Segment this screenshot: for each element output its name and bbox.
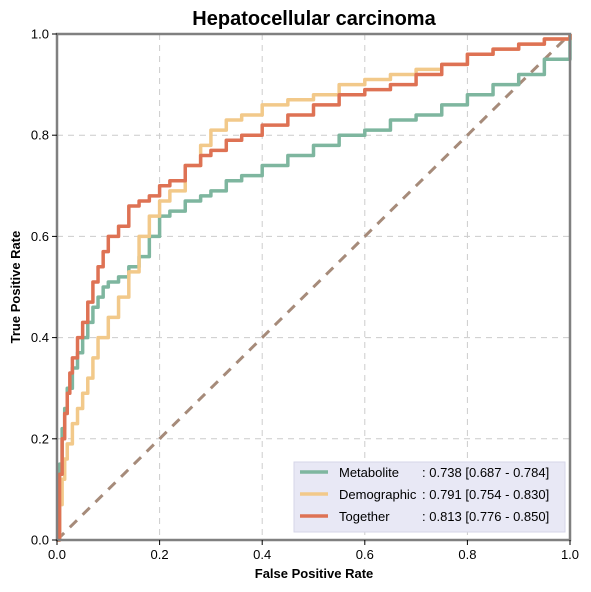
legend-value-demographic: : 0.791 [0.754 - 0.830] <box>422 487 549 502</box>
y-tick-label-2: 0.4 <box>31 330 49 345</box>
x-tick-label-0: 0.0 <box>48 547 66 562</box>
legend-value-metabolite: : 0.738 [0.687 - 0.784] <box>422 465 549 480</box>
y-tick-label-4: 0.8 <box>31 128 49 143</box>
chart-title: Hepatocellular carcinoma <box>192 8 436 30</box>
legend-label-demographic: Demographic <box>339 487 417 502</box>
x-tick-label-2: 0.4 <box>253 547 271 562</box>
legend-label-together: Together <box>339 509 390 524</box>
y-axis-label: True Positive Rate <box>8 231 23 344</box>
y-tick-label-0: 0.0 <box>31 533 49 548</box>
y-tick-label-3: 0.6 <box>31 229 49 244</box>
x-tick-label-1: 0.2 <box>151 547 169 562</box>
legend: Metabolite : 0.738 [0.687 - 0.784] Demogra… <box>294 462 565 532</box>
x-axis-label: False Positive Rate <box>255 566 374 581</box>
x-tick-label-4: 0.8 <box>458 547 476 562</box>
legend-value-together: : 0.813 [0.776 - 0.850] <box>422 509 549 524</box>
x-tick-label-5: 1.0 <box>561 547 579 562</box>
legend-label-metabolite: Metabolite <box>339 465 399 480</box>
x-tick-label-3: 0.6 <box>356 547 374 562</box>
y-tick-label-5: 1.0 <box>31 27 49 42</box>
y-tick-label-1: 0.2 <box>31 431 49 446</box>
